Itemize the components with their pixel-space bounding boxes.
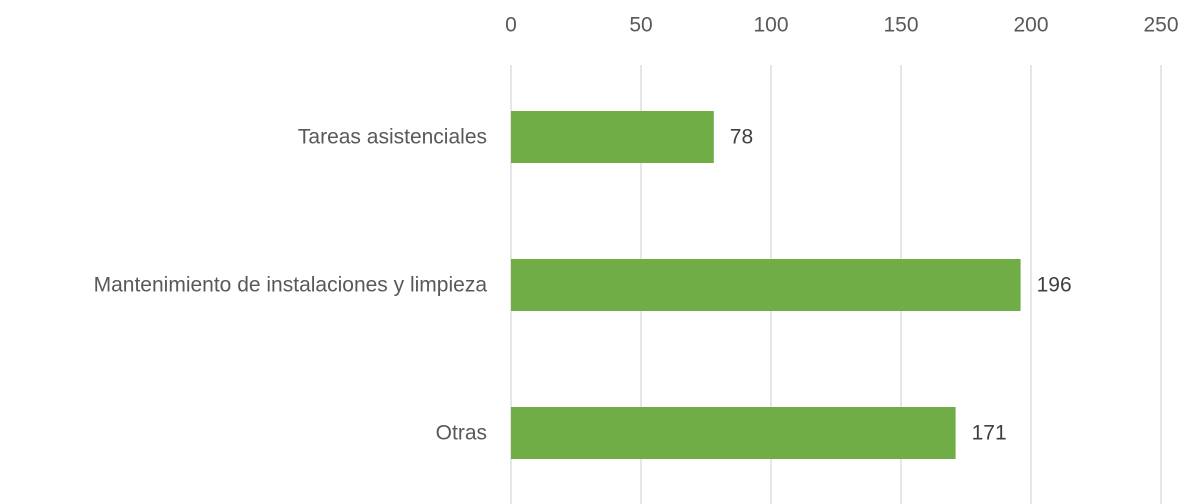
x-tick-label: 0 (505, 14, 517, 37)
x-tick-label: 200 (1013, 14, 1048, 37)
y-tick-label: Mantenimiento de instalaciones y limpiez… (94, 274, 488, 297)
bar (511, 407, 956, 459)
y-tick-label: Tareas asistenciales (298, 126, 487, 149)
data-label: 196 (1037, 274, 1072, 297)
y-tick-label: Otras (436, 422, 487, 445)
bar (511, 259, 1021, 311)
x-tick-label: 150 (883, 14, 918, 37)
x-tick-label: 250 (1143, 14, 1178, 37)
data-label: 171 (972, 422, 1007, 445)
data-label: 78 (730, 126, 753, 149)
x-tick-label: 100 (753, 14, 788, 37)
x-tick-label: 50 (629, 14, 652, 37)
bar (511, 111, 714, 163)
